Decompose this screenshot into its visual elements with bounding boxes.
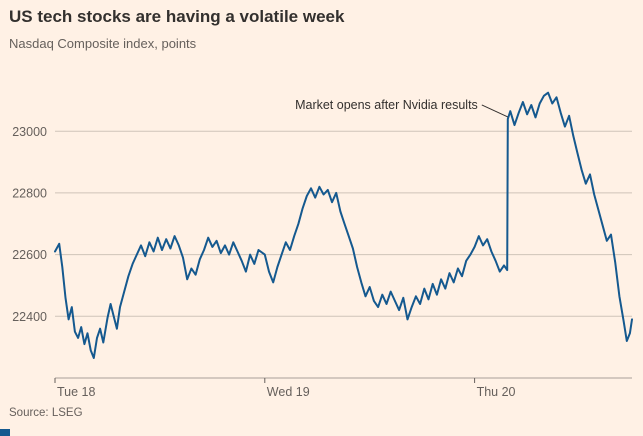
x-tick-label: Thu 20 [477,385,516,399]
price-line [54,91,633,359]
y-tick-label: 22400 [12,310,47,324]
x-tick-label: Wed 19 [267,385,310,399]
annotation-label: Market opens after Nvidia results [295,98,478,112]
y-tick-label: 23000 [12,125,47,139]
y-tick-label: 22600 [12,248,47,262]
y-tick-label: 22800 [12,186,47,200]
chart-subtitle: Nasdaq Composite index, points [9,36,197,51]
source-credit: Source: LSEG [9,407,83,419]
footer-brand-mark [0,429,10,436]
annotation-connector [481,104,509,118]
page-title: US tech stocks are having a volatile wee… [9,7,345,26]
x-tick-label: Tue 18 [57,385,96,399]
